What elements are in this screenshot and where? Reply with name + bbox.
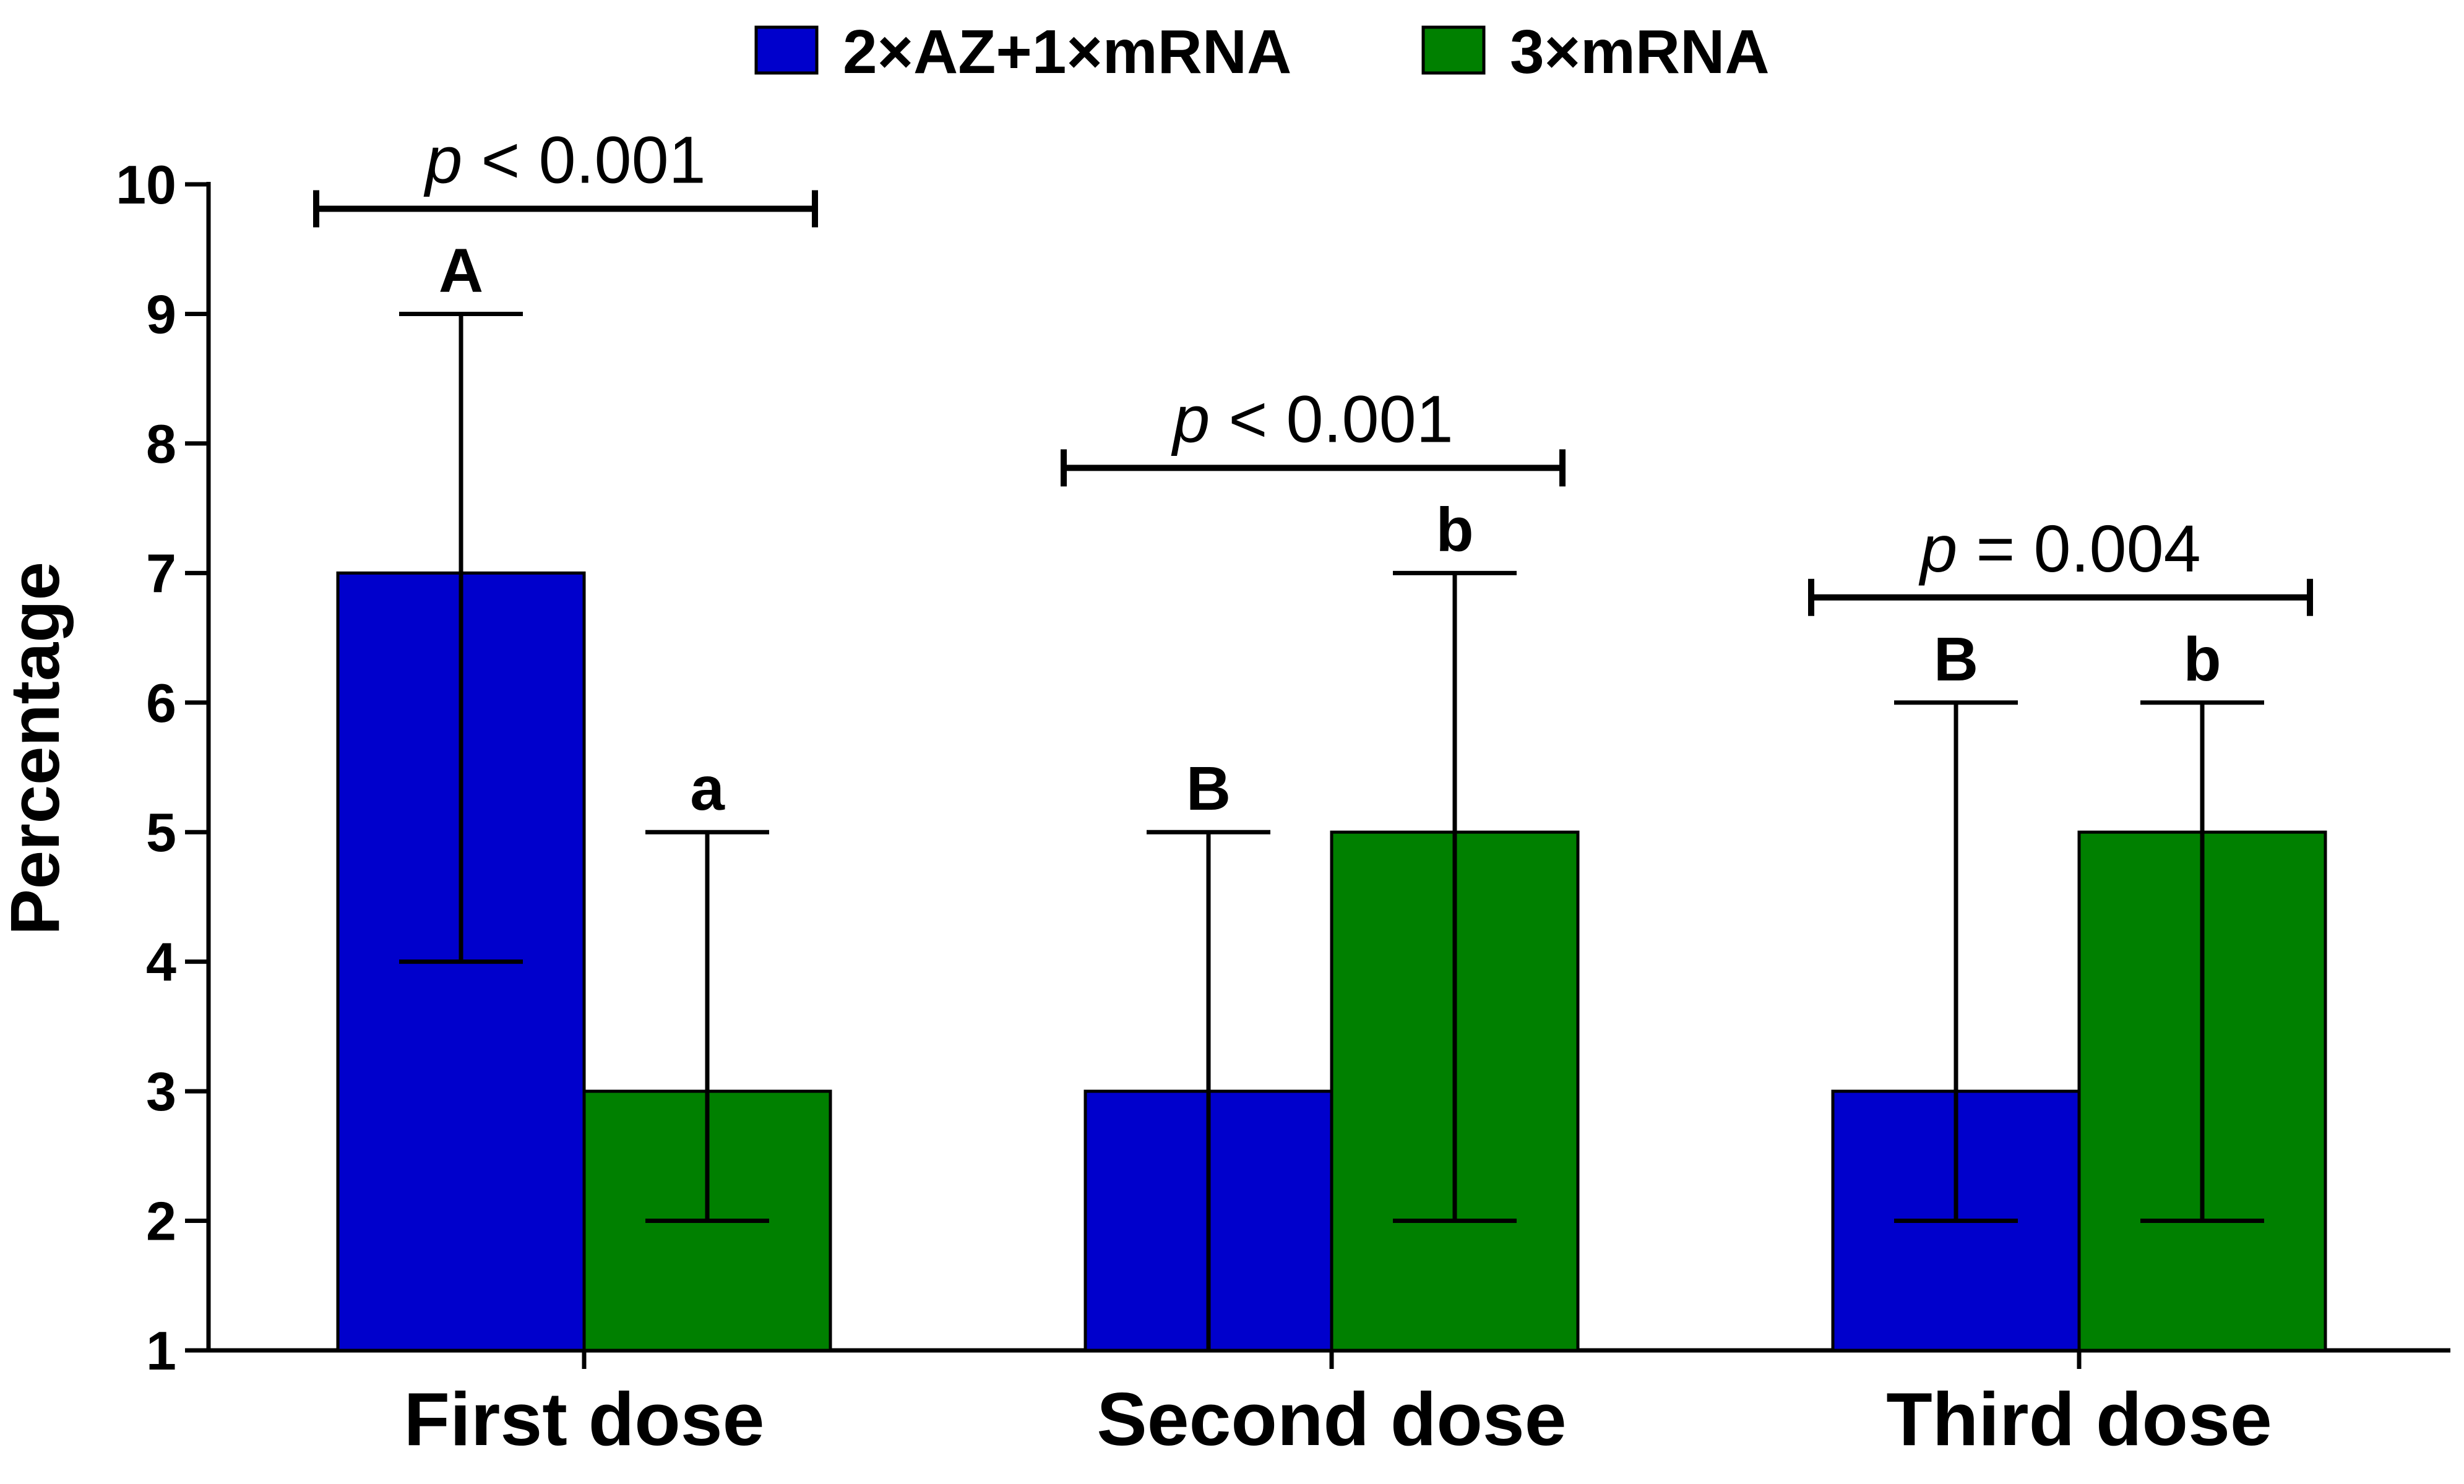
- p-value-text-3: = 0.004: [1957, 511, 2200, 586]
- legend-label-1: 2×AZ+1×mRNA: [843, 17, 1291, 87]
- y-axis-label: Percentage: [0, 562, 74, 935]
- y-tick-label-2: 2: [146, 1191, 176, 1252]
- sig-letter-series1-cat2: B: [1186, 754, 1231, 823]
- x-tick-label-3: Third dose: [1886, 1377, 2272, 1461]
- y-tick-label-5: 5: [146, 802, 176, 863]
- sig-letter-series2-cat1: a: [690, 754, 725, 823]
- axes: 1 2 3 4 5 6 7 8 9 10 First dose Second dose Third do…: [116, 154, 2450, 1461]
- legend-swatch-1: [754, 25, 819, 75]
- y-tick-label-8: 8: [146, 413, 176, 474]
- p-value-2: p < 0.001: [1171, 381, 1453, 456]
- error-bars: [399, 311, 2264, 1350]
- p-symbol-3: p: [1918, 511, 1957, 586]
- legend-label-2: 3×mRNA: [1510, 17, 1770, 87]
- p-value-3: p = 0.004: [1918, 511, 2200, 586]
- y-tick-label-4: 4: [146, 932, 176, 993]
- y-tick-label-10: 10: [116, 154, 176, 215]
- p-symbol-1: p: [423, 122, 462, 197]
- sig-letter-series1-cat1: A: [439, 236, 483, 305]
- y-tick-label-6: 6: [146, 672, 176, 734]
- p-value-text-2: < 0.001: [1210, 381, 1453, 456]
- p-symbol-2: p: [1171, 381, 1210, 456]
- y-tick-label-1: 1: [146, 1320, 176, 1381]
- x-tick-label-2: Second dose: [1096, 1377, 1566, 1461]
- sig-letter-series2-cat2: b: [1436, 495, 1473, 564]
- sig-letter-series2-cat3: b: [2183, 625, 2221, 694]
- y-tick-label-7: 7: [146, 543, 176, 604]
- y-tick-label-3: 3: [146, 1061, 176, 1122]
- y-tick-label-9: 9: [146, 283, 176, 345]
- p-value-1: p < 0.001: [423, 122, 705, 197]
- legend: 2×AZ+1×mRNA 3×mRNA: [754, 17, 1770, 87]
- x-tick-label-1: First dose: [403, 1377, 764, 1461]
- legend-swatch-2: [1421, 25, 1486, 75]
- sig-letter-series1-cat3: B: [1934, 625, 1978, 694]
- p-value-text-1: < 0.001: [462, 122, 705, 197]
- y-axis-label-group: Percentage: [0, 562, 74, 935]
- bars: [336, 571, 2327, 1352]
